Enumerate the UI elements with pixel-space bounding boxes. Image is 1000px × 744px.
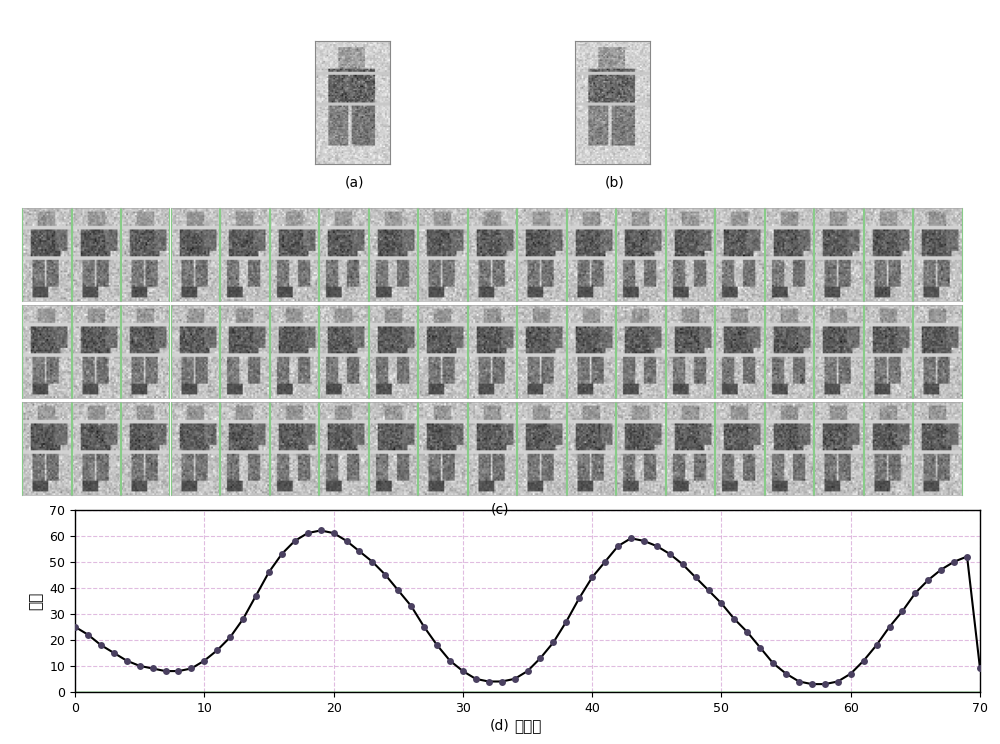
Point — [326, 527, 342, 539]
Point — [675, 558, 691, 570]
Point — [571, 592, 587, 604]
Point — [351, 545, 367, 557]
Point — [856, 655, 872, 667]
Point — [235, 613, 251, 625]
Point — [662, 548, 678, 559]
Point — [752, 641, 768, 653]
Text: (d): (d) — [490, 719, 510, 732]
Point — [145, 662, 161, 674]
Point — [300, 527, 316, 539]
Point — [894, 606, 910, 618]
Point — [959, 551, 975, 562]
Text: (c): (c) — [491, 503, 509, 516]
Point — [972, 662, 988, 674]
Point — [933, 564, 949, 576]
Point — [507, 673, 523, 684]
Point — [403, 600, 419, 612]
Point — [442, 655, 458, 667]
Point — [416, 620, 432, 632]
Point — [209, 644, 225, 656]
Point — [804, 679, 820, 690]
Point — [791, 676, 807, 687]
Point — [558, 616, 574, 628]
Point — [688, 571, 704, 583]
Point — [830, 676, 846, 687]
Point — [364, 556, 380, 568]
Point — [106, 647, 122, 659]
Point — [287, 535, 303, 547]
Point — [132, 660, 148, 672]
Point — [93, 639, 109, 651]
Point — [765, 658, 781, 670]
Point — [610, 540, 626, 552]
Point — [455, 665, 471, 677]
Point — [520, 665, 536, 677]
Point — [158, 665, 174, 677]
Point — [183, 662, 199, 674]
Point — [429, 639, 445, 651]
Point — [248, 589, 264, 601]
Point — [649, 540, 665, 552]
Point — [119, 655, 135, 667]
Point — [377, 568, 393, 580]
Point — [545, 636, 561, 648]
Point — [170, 665, 186, 677]
Point — [843, 668, 859, 680]
Point — [713, 597, 729, 609]
Point — [907, 587, 923, 599]
Point — [700, 585, 716, 597]
Point — [597, 556, 613, 568]
Point — [739, 626, 755, 638]
Point — [196, 655, 212, 667]
Point — [817, 679, 833, 690]
Point — [946, 556, 962, 568]
Point — [222, 631, 238, 643]
Point — [67, 620, 83, 632]
Y-axis label: 位置: 位置 — [29, 591, 44, 610]
Point — [274, 548, 290, 559]
Point — [920, 574, 936, 586]
Point — [623, 533, 639, 545]
Point — [481, 676, 497, 687]
Point — [338, 535, 355, 547]
X-axis label: 帧序号: 帧序号 — [514, 719, 541, 734]
Point — [313, 525, 329, 536]
Point — [726, 613, 742, 625]
Point — [390, 585, 406, 597]
Point — [468, 673, 484, 684]
Point — [869, 639, 885, 651]
Point — [494, 676, 510, 687]
Point — [584, 571, 600, 583]
Point — [261, 566, 277, 578]
Text: (b): (b) — [605, 176, 625, 189]
Text: (a): (a) — [345, 176, 365, 189]
Point — [532, 652, 548, 664]
Point — [80, 629, 96, 641]
Point — [778, 668, 794, 680]
Point — [636, 535, 652, 547]
Point — [882, 620, 898, 632]
